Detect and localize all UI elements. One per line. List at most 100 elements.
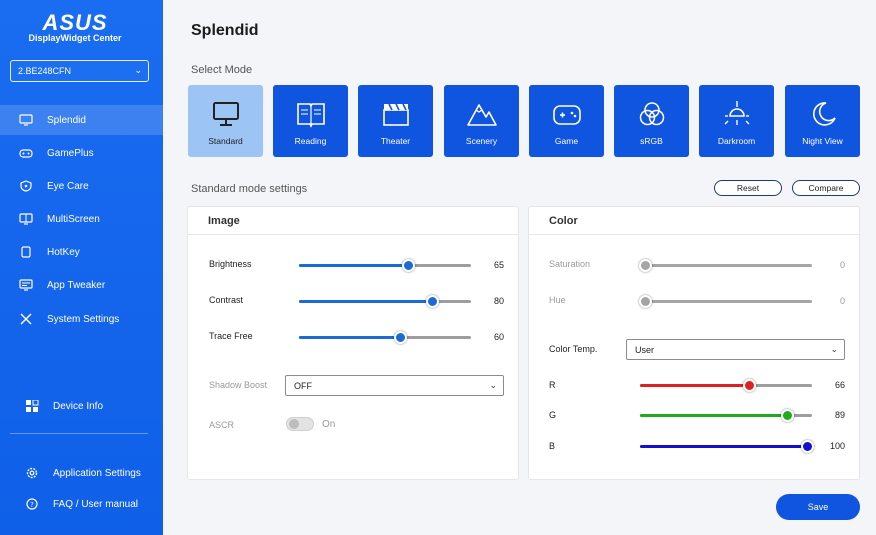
sidebar-item-system-settings[interactable]: System Settings	[0, 304, 163, 334]
monitor-icon	[19, 114, 33, 126]
select-mode-label: Select Mode	[191, 64, 253, 76]
compare-button[interactable]: Compare	[792, 180, 860, 196]
sidebar-item-gameplus[interactable]: GamePlus	[0, 138, 163, 168]
mountain-icon	[444, 99, 519, 129]
app-tweaker-icon	[19, 279, 33, 291]
sidebar-item-device-info[interactable]: Device Info	[0, 391, 163, 421]
mode-label: Night View	[802, 136, 843, 146]
ascr-state: On	[322, 419, 336, 430]
green-slider-fill	[640, 414, 788, 417]
ascr-toggle-dot	[289, 419, 299, 429]
saturation-slider[interactable]	[639, 259, 812, 272]
mode-darkroom[interactable]: Darkroom	[699, 85, 774, 157]
grid-icon	[25, 400, 39, 412]
shadow-boost-label: Shadow Boost	[209, 380, 268, 390]
svg-text:?: ?	[30, 501, 34, 509]
sidebar-item-label: Application Settings	[53, 467, 141, 479]
brightness-slider[interactable]	[299, 259, 471, 272]
sidebar-item-hotkey[interactable]: HotKey	[0, 237, 163, 267]
hue-slider-knob[interactable]	[639, 295, 652, 308]
mode-settings-label: Standard mode settings	[191, 183, 308, 195]
green-label: G	[549, 410, 557, 420]
hue-value: 0	[839, 296, 845, 306]
ascr-toggle[interactable]	[286, 417, 314, 431]
book-icon	[273, 99, 348, 129]
mode-game[interactable]: Game	[529, 85, 604, 157]
red-slider-fill	[640, 384, 750, 387]
brightness-value: 65	[493, 260, 504, 270]
brightness-slider-knob[interactable]	[402, 259, 415, 272]
mode-label: Scenery	[465, 136, 498, 146]
mode-label: Standard	[208, 136, 243, 146]
tools-icon	[19, 313, 33, 325]
saturation-value: 0	[839, 260, 845, 270]
mode-theater[interactable]: Theater	[358, 85, 433, 157]
contrast-slider[interactable]	[299, 295, 471, 308]
mode-srgb[interactable]: sRGB	[614, 85, 689, 157]
sidebar-item-splendid[interactable]: Splendid	[0, 105, 163, 135]
green-slider-knob[interactable]	[781, 409, 794, 422]
trace-free-label: Trace Free	[209, 331, 253, 341]
save-button[interactable]: Save	[776, 494, 860, 520]
color-temp-value: User	[635, 345, 655, 355]
device-select[interactable]: 2.BE248CFN ⌄	[10, 60, 149, 82]
gear-icon	[25, 467, 39, 479]
contrast-label: Contrast	[209, 295, 244, 305]
mode-standard[interactable]: Standard	[188, 85, 263, 157]
sidebar-item-application-settings[interactable]: Application Settings	[0, 458, 163, 488]
blue-slider-knob[interactable]	[801, 440, 814, 453]
contrast-slider-fill	[299, 300, 433, 303]
sidebar-item-label: MultiScreen	[47, 213, 100, 225]
red-slider[interactable]	[640, 379, 812, 392]
hotkey-icon	[19, 246, 33, 258]
color-temp-select[interactable]: User ⌄	[626, 339, 845, 360]
reset-button[interactable]: Reset	[714, 180, 782, 196]
trace-free-value: 60	[493, 332, 504, 342]
sidebar-item-eye-care[interactable]: Eye Care	[0, 171, 163, 201]
shadow-boost-select[interactable]: OFF ⌄	[285, 375, 504, 396]
blue-slider[interactable]	[640, 440, 814, 453]
sidebar-item-label: Eye Care	[47, 180, 89, 192]
sidebar-item-label: System Settings	[47, 313, 120, 325]
device-select-value: 2.BE248CFN	[18, 66, 72, 76]
hue-label: Hue	[549, 295, 566, 305]
trace-free-slider-knob[interactable]	[394, 331, 407, 344]
saturation-label: Saturation	[549, 259, 591, 269]
color-panel-header: Color	[529, 207, 859, 235]
sidebar: ASUS DisplayWidget Center 2.BE248CFN ⌄ S…	[0, 0, 163, 535]
blue-slider-fill	[640, 445, 812, 448]
trace-free-slider-fill	[299, 336, 401, 339]
image-panel-header: Image	[188, 207, 518, 235]
color-panel: Color Saturation 0 Hue 0 Color Temp. Use…	[528, 206, 860, 480]
green-slider[interactable]	[640, 409, 812, 422]
saturation-slider-knob[interactable]	[639, 259, 652, 272]
sidebar-divider	[10, 433, 148, 434]
blue-value: 100	[829, 441, 845, 451]
mode-label: sRGB	[640, 136, 663, 146]
mode-label: Game	[554, 136, 579, 146]
contrast-slider-knob[interactable]	[426, 295, 439, 308]
mode-label: Theater	[380, 136, 411, 146]
image-panel-title: Image	[208, 215, 240, 227]
sidebar-item-label: GamePlus	[47, 147, 94, 159]
sidebar-item-app-tweaker[interactable]: App Tweaker	[0, 270, 163, 300]
sidebar-item-label: Splendid	[47, 114, 86, 126]
sidebar-item-faq[interactable]: ? FAQ / User manual	[0, 489, 163, 519]
contrast-value: 80	[493, 296, 504, 306]
app-name: DisplayWidget Center	[28, 33, 122, 43]
mode-reading[interactable]: Reading	[273, 85, 348, 157]
page-title: Splendid	[191, 22, 259, 39]
mode-night-view[interactable]: Night View	[785, 85, 860, 157]
red-value: 66	[834, 380, 845, 390]
rgb-circles-icon	[614, 99, 689, 129]
multiscreen-icon	[19, 213, 33, 225]
asus-logo: ASUS	[42, 10, 108, 35]
eye-shield-icon	[19, 180, 33, 192]
trace-free-slider[interactable]	[299, 331, 471, 344]
sidebar-item-multiscreen[interactable]: MultiScreen	[0, 204, 163, 234]
red-slider-knob[interactable]	[743, 379, 756, 392]
mode-scenery[interactable]: Scenery	[444, 85, 519, 157]
brightness-label: Brightness	[209, 259, 252, 269]
moon-icon	[785, 99, 860, 129]
hue-slider[interactable]	[639, 295, 812, 308]
